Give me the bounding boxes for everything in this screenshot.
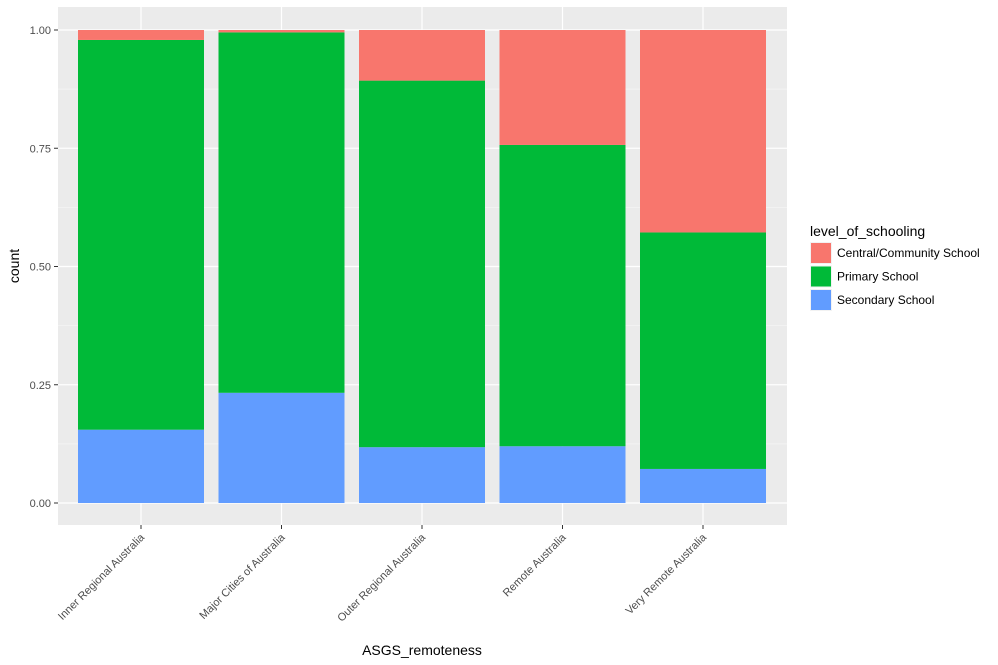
- y-tick-label: 0.75: [30, 143, 51, 155]
- bar-segment: [218, 32, 345, 393]
- bar-segment: [499, 144, 626, 447]
- legend-label: Secondary School: [837, 293, 934, 307]
- legend-swatch: [811, 266, 831, 287]
- legend: level_of_schooling Central/Community Sch…: [810, 223, 980, 311]
- y-tick-label: 1.00: [30, 25, 51, 37]
- x-tick-label: Major Cities of Australia: [197, 531, 288, 622]
- legend-label: Primary School: [837, 270, 918, 284]
- x-axis: Inner Regional Australia Major Cities of …: [56, 525, 710, 624]
- x-axis-title: ASGS_remoteness: [362, 642, 482, 658]
- legend-label: Central/Community School: [837, 246, 980, 260]
- bar-segment: [78, 429, 204, 503]
- bars: [78, 30, 766, 503]
- bar-segment: [218, 30, 345, 33]
- legend-title: level_of_schooling: [810, 223, 925, 239]
- bar-segment: [640, 468, 766, 503]
- y-axis: 0.00 0.25 0.50 0.75 1.00: [30, 25, 58, 510]
- bar-segment: [78, 30, 204, 40]
- bar-segment: [499, 446, 626, 503]
- x-tick-label: Outer Regional Australia: [335, 531, 428, 624]
- x-tick-label: Inner Regional Australia: [56, 531, 148, 623]
- bar-segment: [359, 30, 485, 81]
- bar-segment: [218, 392, 345, 503]
- bar-segment: [640, 232, 766, 469]
- bar-segment: [499, 30, 626, 145]
- y-tick-label: 0.00: [30, 498, 51, 510]
- x-tick-label: Very Remote Australia: [624, 531, 710, 617]
- x-tick-label: Remote Australia: [501, 531, 569, 599]
- bar-segment: [359, 80, 485, 448]
- y-axis-title: count: [6, 249, 22, 283]
- legend-swatch: [811, 290, 831, 310]
- bar-segment: [640, 30, 766, 233]
- legend-swatch: [811, 243, 831, 263]
- y-tick-label: 0.50: [30, 262, 51, 274]
- y-tick-label: 0.25: [30, 380, 51, 392]
- bar-segment: [359, 447, 485, 503]
- bar-segment: [78, 39, 204, 430]
